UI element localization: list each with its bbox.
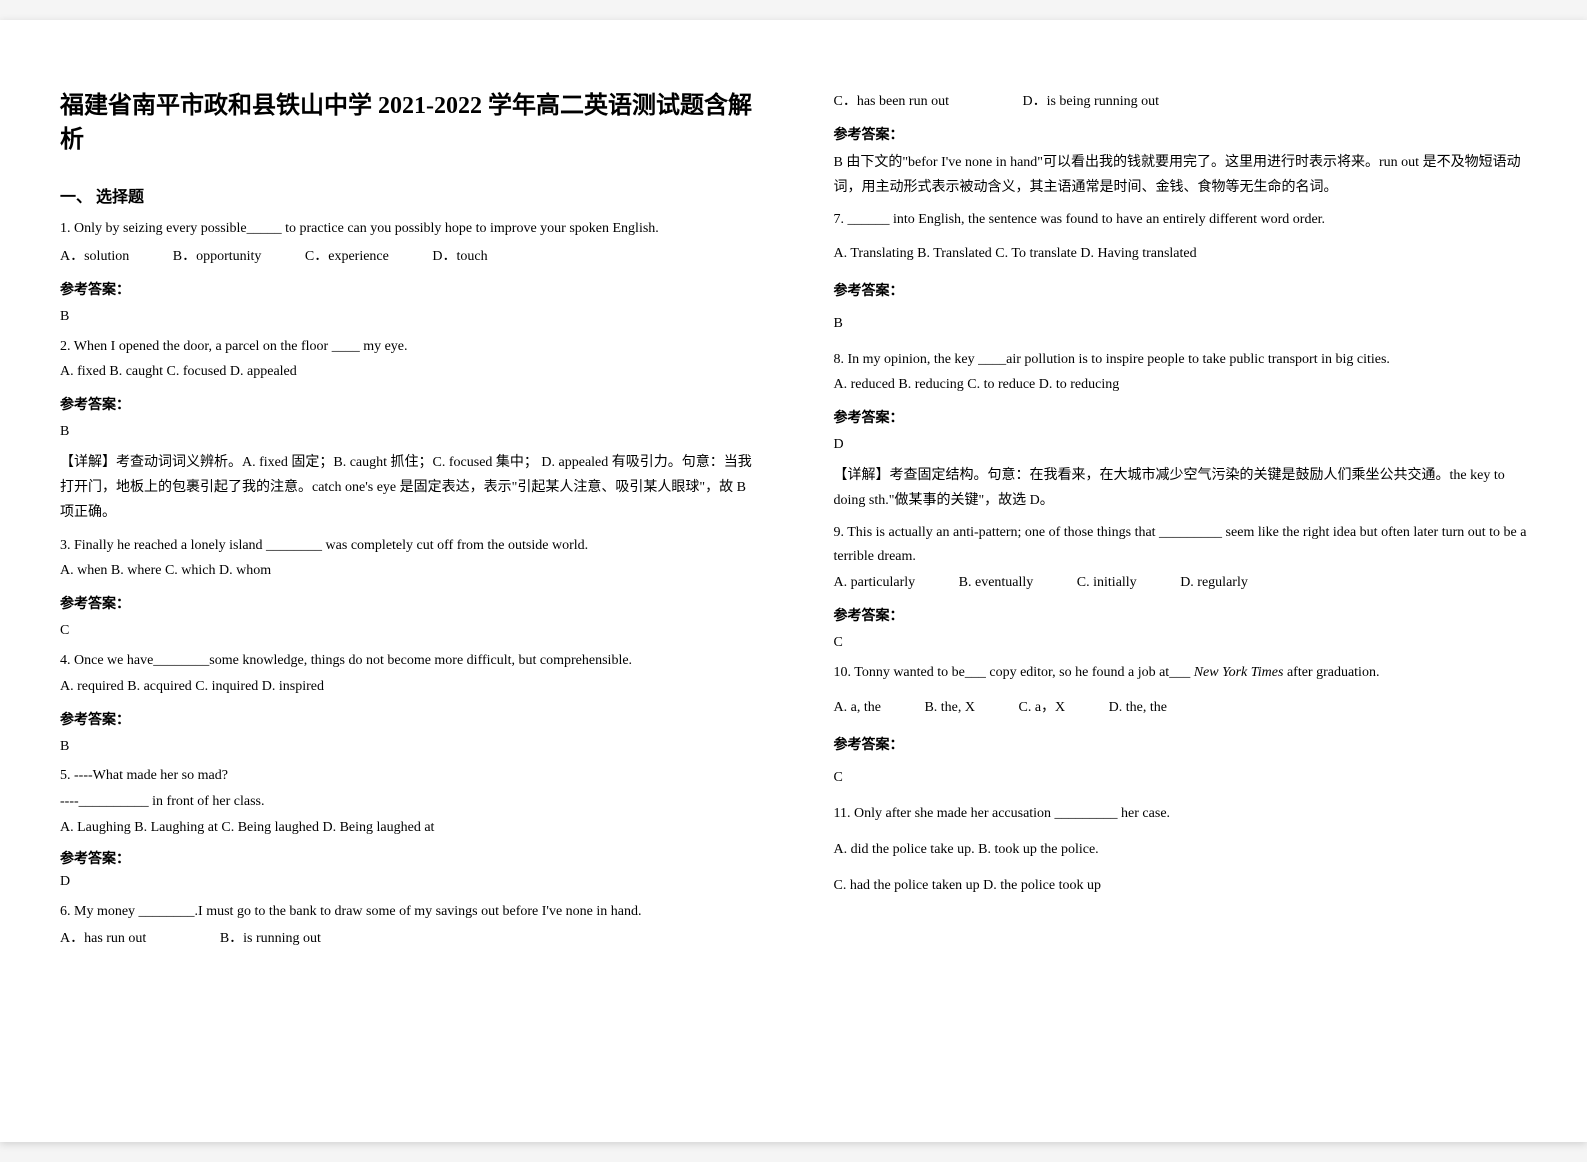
question-3-options: A. when B. where C. which D. whom (60, 559, 754, 583)
q10-text-part1: 10. Tonny wanted to be___ copy editor, s… (834, 665, 1194, 680)
q1-answer: B (60, 305, 754, 329)
left-column: 福建省南平市政和县铁山中学 2021-2022 学年高二英语测试题含解析 一、 … (60, 90, 754, 1072)
answer-label: 参考答案： (60, 709, 754, 729)
answer-label: 参考答案： (834, 734, 1528, 754)
document-title: 福建省南平市政和县铁山中学 2021-2022 学年高二英语测试题含解析 (60, 90, 754, 157)
q9-opt-d: D. regularly (1180, 571, 1248, 595)
question-11-options-1: A. did the police take up. B. took up th… (834, 838, 1528, 862)
q10-text-part2: after graduation. (1283, 665, 1379, 680)
q1-opt-a: A．solution (60, 245, 129, 269)
q10-answer: C (834, 766, 1528, 790)
question-7-options: A. Translating B. Translated C. To trans… (834, 242, 1528, 266)
question-9-options: A. particularly B. eventually C. initial… (834, 571, 1528, 595)
question-6-text: 6. My money ________.I must go to the ba… (60, 900, 754, 924)
q1-opt-d: D．touch (432, 245, 487, 269)
q6-opt-d: D．is being running out (1022, 90, 1159, 114)
q10-opt-c: C. a，X (1019, 696, 1066, 720)
q9-answer: C (834, 631, 1528, 655)
question-5-text-2: ----__________ in front of her class. (60, 790, 754, 814)
q6-opt-a: A．has run out (60, 927, 146, 951)
q10-text-italic: New York Times (1194, 665, 1284, 680)
q2-answer: B (60, 420, 754, 444)
question-2-options: A. fixed B. caught C. focused D. appeale… (60, 360, 754, 384)
q9-opt-c: C. initially (1077, 571, 1137, 595)
q1-opt-b: B．opportunity (173, 245, 262, 269)
q9-opt-b: B. eventually (959, 571, 1034, 595)
question-11-options-2: C. had the police taken up D. the police… (834, 874, 1528, 898)
q8-explanation: 【详解】考查固定结构。句意：在我看来，在大城市减少空气污染的关键是鼓励人们乘坐公… (834, 463, 1528, 513)
q8-answer: D (834, 433, 1528, 457)
question-10-text: 10. Tonny wanted to be___ copy editor, s… (834, 661, 1528, 685)
question-2-text: 2. When I opened the door, a parcel on t… (60, 335, 754, 359)
answer-label: 参考答案： (834, 605, 1528, 625)
question-5-text-1: 5. ----What made her so mad? (60, 764, 754, 788)
question-4-text: 4. Once we have________some knowledge, t… (60, 649, 754, 673)
q6-answer: B 由下文的"befor I've none in hand"可以看出我的钱就要… (834, 150, 1528, 200)
question-1-text: 1. Only by seizing every possible_____ t… (60, 217, 754, 241)
answer-label: 参考答案： (60, 593, 754, 613)
right-column: C．has been run out D．is being running ou… (834, 90, 1528, 1072)
section-header: 一、 选择题 (60, 183, 754, 207)
q10-opt-b: B. the, X (924, 696, 975, 720)
q3-answer: C (60, 619, 754, 643)
question-8-options: A. reduced B. reducing C. to reduce D. t… (834, 373, 1528, 397)
question-4-options: A. required B. acquired C. inquired D. i… (60, 675, 754, 699)
question-10-options: A. a, the B. the, X C. a，X D. the, the (834, 696, 1528, 720)
q1-opt-c: C．experience (305, 245, 389, 269)
q6-opt-b: B．is running out (220, 927, 321, 951)
question-5-options: A. Laughing B. Laughing at C. Being laug… (60, 816, 754, 840)
answer-label: 参考答案： (834, 280, 1528, 300)
answer-label: 参考答案： (834, 124, 1528, 144)
question-6-options-row1: A．has run out B．is running out (60, 927, 754, 951)
q2-explanation: 【详解】考查动词词义辨析。A. fixed 固定；B. caught 抓住；C.… (60, 450, 754, 526)
question-9-text: 9. This is actually an anti-pattern; one… (834, 521, 1528, 569)
q10-opt-d: D. the, the (1109, 696, 1167, 720)
q9-opt-a: A. particularly (834, 571, 916, 595)
q5-answer: D (60, 870, 754, 894)
q6-opt-c: C．has been run out (834, 90, 949, 114)
question-7-text: 7. ______ into English, the sentence was… (834, 208, 1528, 232)
q4-answer: B (60, 735, 754, 759)
q10-opt-a: A. a, the (834, 696, 881, 720)
question-3-text: 3. Finally he reached a lonely island __… (60, 534, 754, 558)
document-page: 福建省南平市政和县铁山中学 2021-2022 学年高二英语测试题含解析 一、 … (0, 20, 1587, 1142)
answer-label: 参考答案： (60, 279, 754, 299)
q7-answer: B (834, 312, 1528, 336)
answer-label: 参考答案： (60, 394, 754, 414)
question-8-text: 8. In my opinion, the key ____air pollut… (834, 348, 1528, 372)
answer-label: 参考答案： (834, 407, 1528, 427)
answer-label: 参考答案： (60, 848, 754, 868)
question-11-text: 11. Only after she made her accusation _… (834, 802, 1528, 826)
question-1-options: A．solution B．opportunity C．experience D．… (60, 245, 754, 269)
question-6-options-row2: C．has been run out D．is being running ou… (834, 90, 1528, 114)
